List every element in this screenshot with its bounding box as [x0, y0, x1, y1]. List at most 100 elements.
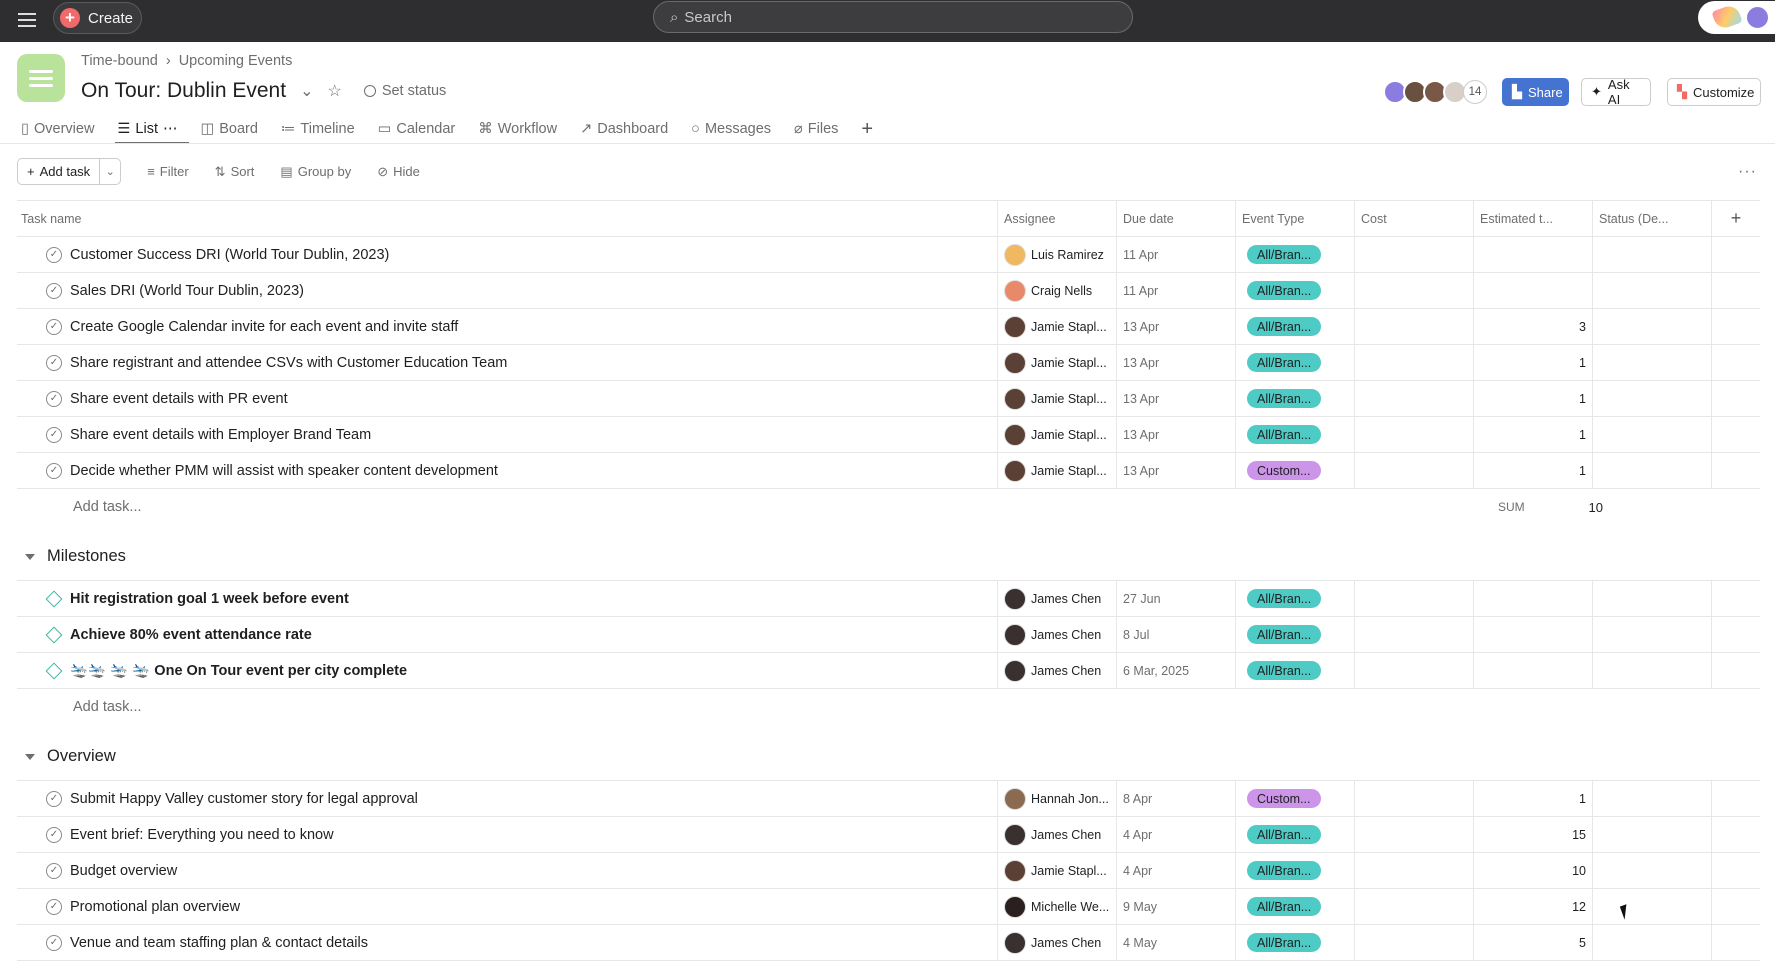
assignee-name[interactable]: Michelle We...: [1031, 899, 1110, 914]
milestone-diamond-icon[interactable]: [45, 590, 63, 607]
status-cell[interactable]: [1592, 237, 1711, 272]
status-cell[interactable]: [1592, 817, 1711, 852]
breadcrumb-item[interactable]: Time-bound: [81, 53, 158, 69]
ask-ai-button[interactable]: ✦ Ask AI: [1581, 77, 1651, 107]
add-task-link[interactable]: Add task...: [73, 499, 142, 515]
cost-cell[interactable]: [1354, 581, 1473, 616]
tab-list[interactable]: ☰ List ⋯: [115, 116, 189, 144]
due-date[interactable]: 4 May: [1123, 935, 1158, 950]
chevron-down-icon[interactable]: ⌄: [105, 166, 115, 178]
event-type-tag[interactable]: All/Bran...: [1247, 897, 1321, 916]
task-name[interactable]: Share event details with PR event: [70, 390, 288, 407]
status-cell[interactable]: [1592, 273, 1711, 308]
assignee-name[interactable]: James Chen: [1031, 935, 1102, 950]
estimated-time[interactable]: 1: [1579, 427, 1586, 442]
status-cell[interactable]: [1592, 653, 1711, 688]
event-type-tag[interactable]: All/Bran...: [1247, 589, 1321, 608]
table-row[interactable]: ✓ Customer Success DRI (World Tour Dublin…: [17, 237, 1760, 273]
column-header[interactable]: Assignee: [997, 201, 1116, 236]
more-options-icon[interactable]: ···: [1738, 163, 1757, 180]
assignee-name[interactable]: Jamie Stapl...: [1031, 463, 1107, 478]
cost-cell[interactable]: [1354, 237, 1473, 272]
estimated-time[interactable]: 1: [1579, 463, 1586, 478]
table-row[interactable]: 🛬🛬 🛬 🛬 One On Tour event per city comple…: [17, 653, 1760, 689]
table-row[interactable]: Hit registration goal 1 week before even…: [17, 581, 1760, 617]
task-name[interactable]: Promotional plan overview: [70, 898, 241, 915]
assignee-name[interactable]: Hannah Jon...: [1031, 791, 1109, 806]
check-circle-icon[interactable]: ✓: [46, 390, 62, 407]
due-date[interactable]: 8 Jul: [1123, 627, 1150, 642]
more-icon[interactable]: ⋯: [163, 121, 178, 137]
members-facepile[interactable]: 14: [1383, 80, 1487, 104]
estimated-time[interactable]: 1: [1579, 391, 1586, 406]
column-header[interactable]: Task name: [21, 211, 82, 226]
cost-cell[interactable]: [1354, 381, 1473, 416]
status-cell[interactable]: [1592, 345, 1711, 380]
event-type-tag[interactable]: Custom...: [1247, 789, 1321, 808]
cost-cell[interactable]: [1354, 889, 1473, 924]
estimated-time[interactable]: 1: [1579, 791, 1586, 806]
status-cell[interactable]: [1592, 417, 1711, 452]
add-task-button[interactable]: + Add task ⌄: [17, 158, 122, 185]
task-name[interactable]: Create Google Calendar invite for each e…: [70, 318, 459, 335]
column-header[interactable]: Cost: [1354, 201, 1473, 236]
table-row[interactable]: ✓ Sales DRI (World Tour Dublin, 2023) Cra…: [17, 273, 1760, 309]
share-button[interactable]: ▙ Share: [1502, 78, 1569, 106]
estimated-time[interactable]: 3: [1579, 319, 1586, 334]
column-header[interactable]: Status (De...: [1592, 201, 1711, 236]
column-header[interactable]: Estimated t...: [1473, 201, 1592, 236]
menu-icon[interactable]: [18, 11, 36, 29]
task-name[interactable]: Event brief: Everything you need to know: [70, 826, 334, 843]
hide-button[interactable]: ⊘ Hide: [377, 164, 420, 180]
event-type-tag[interactable]: All/Bran...: [1247, 245, 1321, 264]
breadcrumb-item[interactable]: Upcoming Events: [178, 53, 293, 69]
check-circle-icon[interactable]: ✓: [46, 934, 62, 951]
filter-button[interactable]: ≡ Filter: [147, 164, 188, 179]
estimated-time[interactable]: 1: [1579, 355, 1586, 370]
search-input[interactable]: ⌕ Search: [653, 1, 1133, 33]
table-row[interactable]: ✓ Budget overview Jamie Stapl... 4 Apr Al…: [17, 853, 1760, 889]
group-by-button[interactable]: ▤ Group by: [280, 164, 351, 180]
status-cell[interactable]: [1592, 925, 1711, 960]
table-row[interactable]: ✓ Event brief: Everything you need to kno…: [17, 817, 1760, 853]
due-date[interactable]: 9 May: [1123, 899, 1158, 914]
section-header[interactable]: Milestones: [17, 525, 1760, 581]
status-cell[interactable]: [1592, 309, 1711, 344]
due-date[interactable]: 27 Jun: [1123, 591, 1161, 606]
status-cell[interactable]: [1592, 381, 1711, 416]
event-type-tag[interactable]: All/Bran...: [1247, 661, 1321, 680]
table-row[interactable]: ✓ Share event details with PR event Jamie…: [17, 381, 1760, 417]
check-circle-icon[interactable]: ✓: [46, 462, 62, 479]
check-circle-icon[interactable]: ✓: [46, 426, 62, 443]
cost-cell[interactable]: [1354, 853, 1473, 888]
chevron-down-icon[interactable]: ⌄: [300, 83, 314, 100]
create-button[interactable]: + Create: [53, 2, 142, 34]
assignee-name[interactable]: Luis Ramirez: [1031, 247, 1104, 262]
event-type-tag[interactable]: All/Bran...: [1247, 933, 1321, 952]
tab-board[interactable]: ◫ Board: [201, 116, 269, 142]
add-task-link[interactable]: Add task...: [73, 699, 142, 715]
user-avatar[interactable]: [1745, 5, 1770, 30]
status-cell[interactable]: [1592, 581, 1711, 616]
assignee-name[interactable]: Craig Nells: [1031, 283, 1093, 298]
collapse-triangle-icon[interactable]: [25, 554, 35, 560]
assignee-name[interactable]: James Chen: [1031, 627, 1102, 642]
task-name[interactable]: Share registrant and attendee CSVs with …: [70, 354, 508, 371]
assignee-name[interactable]: James Chen: [1031, 663, 1102, 678]
cost-cell[interactable]: [1354, 781, 1473, 816]
table-row[interactable]: ✓ Decide whether PMM will assist with spe…: [17, 453, 1760, 489]
due-date[interactable]: 8 Apr: [1123, 791, 1153, 806]
due-date[interactable]: 4 Apr: [1123, 863, 1153, 878]
cost-cell[interactable]: [1354, 417, 1473, 452]
cost-cell[interactable]: [1354, 345, 1473, 380]
due-date[interactable]: 11 Apr: [1123, 247, 1159, 262]
due-date[interactable]: 13 Apr: [1123, 355, 1160, 370]
event-type-tag[interactable]: All/Bran...: [1247, 389, 1321, 408]
event-type-tag[interactable]: All/Bran...: [1247, 425, 1321, 444]
due-date[interactable]: 13 Apr: [1123, 463, 1160, 478]
table-row[interactable]: ✓ Promotional plan overview Michelle We..…: [17, 889, 1760, 925]
tab-calendar[interactable]: ▭ Calendar: [378, 116, 467, 142]
sort-button[interactable]: ⇅ Sort: [215, 164, 255, 180]
check-circle-icon[interactable]: ✓: [46, 282, 62, 299]
column-header[interactable]: Due date: [1116, 201, 1235, 236]
